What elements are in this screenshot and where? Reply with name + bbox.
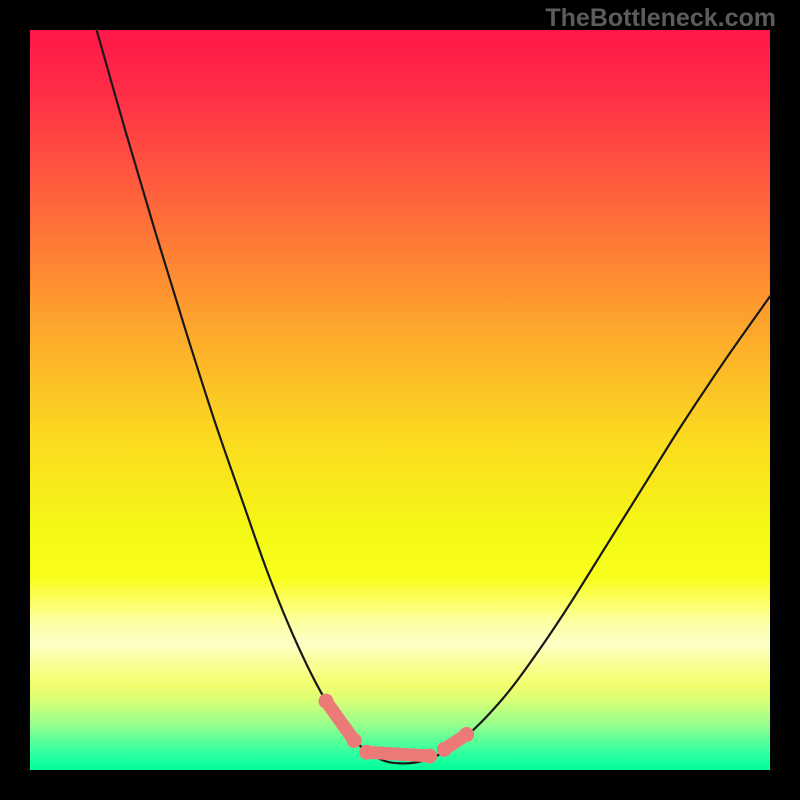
plot-background [30,30,770,770]
chart-frame: TheBottleneck.com [0,0,800,800]
highlight-cap [422,748,437,763]
highlight-cap [459,727,474,742]
highlight-cap [347,733,362,748]
highlight-segment [367,752,430,756]
bottleneck-curve-chart [0,0,800,800]
highlight-cap [319,694,334,709]
highlight-cap [437,742,452,757]
watermark-text: TheBottleneck.com [545,4,776,33]
highlight-cap [359,745,374,760]
